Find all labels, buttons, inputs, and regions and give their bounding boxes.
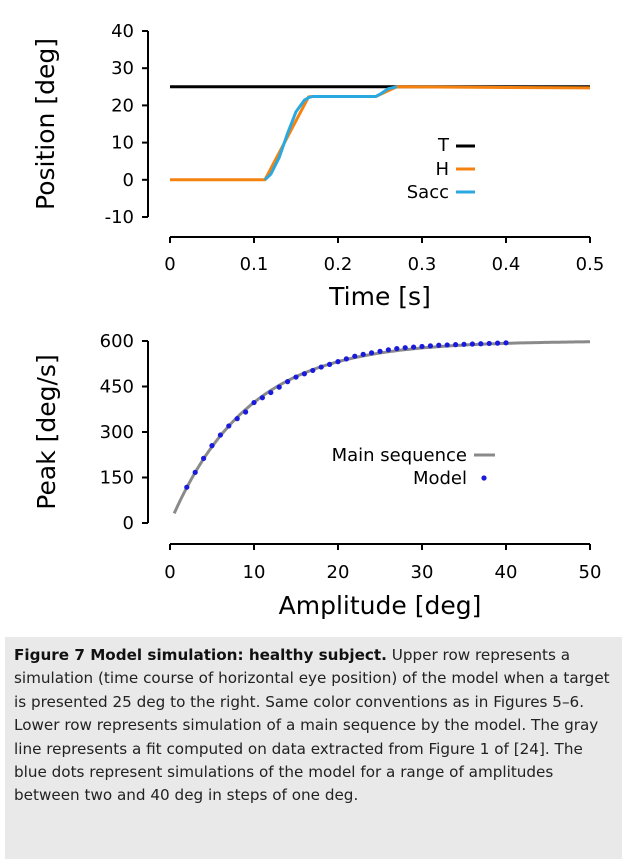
main-sequence-chart: 600 450 300 150 0 0 10 20 30 40 50 Peak [deg/s] A…	[32, 331, 601, 620]
legend-label-t: T	[437, 135, 450, 156]
model-point	[503, 340, 509, 346]
legend-label-sacc: Sacc	[407, 182, 449, 203]
model-point	[394, 345, 400, 352]
model-point	[436, 342, 442, 348]
model-point	[419, 343, 425, 350]
model-point	[352, 353, 358, 359]
model-point	[486, 340, 492, 347]
model-point	[427, 343, 433, 349]
model-point	[469, 341, 475, 347]
y-tick-label: 20	[111, 95, 134, 116]
model-point	[411, 344, 417, 350]
y-tick-label: 0	[123, 513, 134, 534]
main-sequence-line	[172, 340, 590, 515]
model-point	[444, 342, 450, 348]
model-point	[478, 341, 484, 347]
model-point	[369, 350, 375, 356]
x-tick-label: 0.5	[576, 254, 605, 275]
model-point	[217, 432, 223, 438]
model-point	[226, 423, 232, 429]
model-point	[259, 395, 265, 401]
legend-label-main-sequence: Main sequence	[332, 445, 467, 466]
y-tick-label: -10	[105, 207, 134, 228]
y-tick-label: 600	[100, 331, 134, 352]
model-point	[243, 409, 249, 415]
series-sacc-line	[263, 85, 398, 181]
figure-7: 40 30 20 10 0 -10 0 0.1 0.2 0.3 0.4 0.5 Position […	[31, 21, 604, 620]
model-point	[318, 364, 324, 370]
x-tick-label: 0.3	[408, 254, 437, 275]
legend-swatch-model	[481, 475, 487, 481]
model-point	[184, 484, 190, 490]
model-point	[201, 455, 207, 461]
x-tick-label: 0.2	[324, 254, 353, 275]
y-tick-label: 0	[123, 170, 134, 191]
y-tick-label: 150	[100, 468, 134, 489]
y-tick-label: 450	[100, 377, 134, 398]
model-point	[453, 342, 459, 348]
y-tick-label: 40	[111, 21, 134, 42]
y-tick-label: 300	[100, 422, 134, 443]
series-h-line	[170, 85, 591, 182]
legend: T H Sacc	[407, 135, 475, 203]
model-point	[234, 416, 240, 422]
x-tick-label: 50	[579, 562, 602, 583]
figure-caption: Figure 7 Model simulation: healthy subje…	[5, 637, 622, 859]
model-point	[251, 399, 257, 406]
x-tick-label: 40	[495, 562, 518, 583]
caption-text: Upper row represents a simulation (time …	[14, 646, 610, 805]
model-point	[301, 371, 307, 377]
caption-label: Figure 7 Model simulation: healthy subje…	[14, 646, 387, 664]
legend-label-h: H	[435, 159, 449, 180]
legend: Main sequence Model	[332, 445, 495, 489]
y-axis-title: Position [deg]	[31, 38, 60, 210]
model-point	[495, 340, 501, 346]
x-tick-label: 0	[164, 562, 175, 583]
model-point	[276, 384, 282, 390]
y-tick-label: 10	[111, 133, 134, 154]
model-point	[268, 389, 274, 396]
model-point	[360, 351, 366, 357]
model-point	[343, 356, 349, 362]
model-point	[310, 367, 316, 374]
x-tick-label: 0.4	[492, 254, 521, 275]
model-point	[461, 341, 467, 347]
y-axis-title: Peak [deg/s]	[32, 354, 61, 509]
model-point	[192, 469, 198, 475]
x-axis-title: Amplitude [deg]	[279, 591, 482, 620]
x-tick-label: 10	[243, 562, 266, 583]
x-axis-title: Time [s]	[328, 282, 431, 311]
position-chart: 40 30 20 10 0 -10 0 0.1 0.2 0.3 0.4 0.5 Position […	[31, 21, 604, 311]
model-point	[293, 374, 299, 380]
model-point	[285, 379, 291, 385]
model-point	[335, 359, 341, 365]
x-tick-label: 30	[411, 562, 434, 583]
model-point	[209, 443, 215, 449]
x-tick-label: 0.1	[240, 254, 269, 275]
model-point	[327, 361, 333, 367]
x-tick-label: 0	[164, 254, 175, 275]
model-point	[385, 347, 391, 353]
model-point	[402, 345, 408, 351]
model-point	[377, 348, 383, 354]
legend-label-model: Model	[413, 468, 467, 489]
y-tick-label: 30	[111, 58, 134, 79]
x-tick-label: 20	[327, 562, 350, 583]
